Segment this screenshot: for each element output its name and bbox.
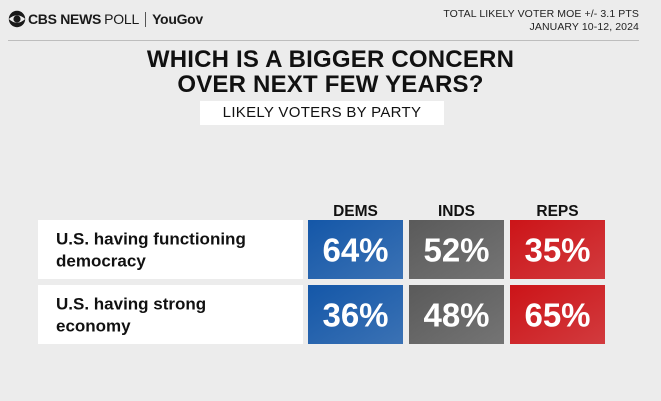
value-label-reps: 65%	[524, 297, 590, 334]
value-cell-inds	[409, 285, 504, 344]
header-divider	[8, 40, 639, 41]
chart-title-line-2: OVER NEXT FEW YEARS?	[177, 71, 484, 98]
row-label: economy	[56, 317, 131, 336]
value-cell-inds	[409, 220, 504, 279]
brand-logo: CBS NEWS POLL YouGov	[8, 9, 203, 29]
brand-cbs-news: CBS NEWS	[28, 11, 102, 27]
value-label-dems: 64%	[322, 232, 388, 269]
poll-dates: JANUARY 10-12, 2024	[529, 21, 639, 33]
value-cell-reps	[510, 285, 605, 344]
row-label: U.S. having strong	[56, 295, 206, 314]
value-label-reps: 35%	[524, 232, 590, 269]
brand-poll: POLL	[104, 11, 140, 27]
chart-title-line-1: WHICH IS A BIGGER CONCERN	[146, 46, 515, 73]
value-cell-reps	[510, 220, 605, 279]
column-header-reps: REPS	[536, 203, 578, 220]
row-label-box	[38, 220, 303, 279]
value-label-inds: 48%	[423, 297, 489, 334]
brand-yougov: YouGov	[152, 11, 203, 27]
chart-subtitle: LIKELY VOTERS BY PARTY	[200, 101, 444, 125]
brand-divider	[145, 11, 147, 27]
margin-of-error: TOTAL LIKELY VOTER MOE +/- 3.1 PTS JANUA…	[443, 8, 639, 34]
moe-line: TOTAL LIKELY VOTER MOE +/- 3.1 PTS	[443, 8, 639, 20]
value-cell-dems	[308, 220, 403, 279]
cbs-eye-icon	[8, 10, 26, 28]
row-label: democracy	[56, 252, 146, 271]
column-header-inds: INDS	[438, 203, 475, 220]
row-label-box	[38, 285, 303, 344]
value-cell-dems	[308, 285, 403, 344]
row-label: U.S. having functioning	[56, 230, 246, 249]
value-label-inds: 52%	[423, 232, 489, 269]
column-header-dems: DEMS	[333, 203, 378, 220]
value-label-dems: 36%	[322, 297, 388, 334]
